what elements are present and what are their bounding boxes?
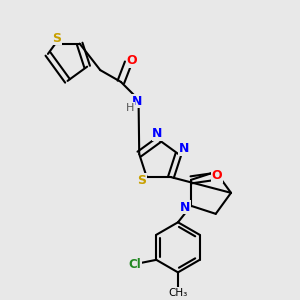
Text: O: O [127, 54, 137, 67]
Text: H: H [126, 103, 134, 113]
Text: Cl: Cl [129, 258, 142, 271]
Text: S: S [52, 32, 62, 45]
Text: O: O [212, 169, 222, 182]
Text: N: N [180, 201, 190, 214]
Text: N: N [152, 128, 163, 140]
Text: S: S [137, 174, 146, 187]
Text: CH₃: CH₃ [168, 288, 188, 298]
Text: N: N [178, 142, 189, 155]
Text: N: N [132, 94, 142, 107]
